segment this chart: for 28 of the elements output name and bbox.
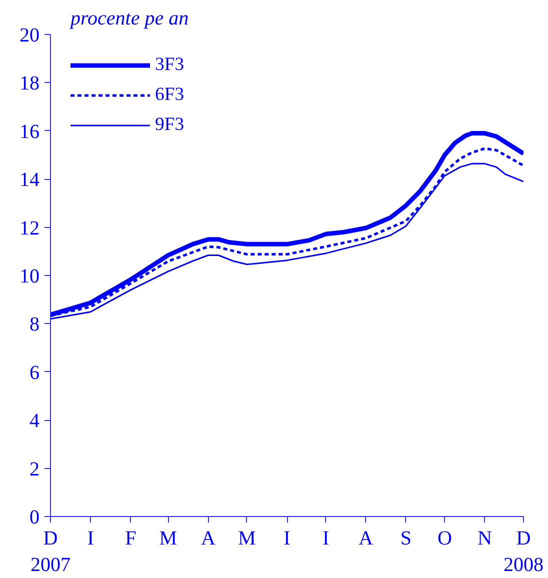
legend-label: 6F3 (155, 84, 184, 106)
y-tick-label: 4 (30, 410, 40, 432)
y-tick-label: 10 (20, 266, 40, 288)
x-tick-label: A (358, 528, 374, 550)
y-tick-label: 14 (20, 169, 40, 192)
x-tick-label: N (478, 528, 492, 550)
x-tick-label: S (400, 528, 412, 550)
y-tick-label: 2 (30, 458, 40, 480)
legend-label: 9F3 (155, 114, 184, 136)
x-tick-label: M (159, 528, 178, 550)
legend-label: 3F3 (155, 54, 184, 76)
x-tick-label: I (87, 528, 94, 550)
y-tick-label: 8 (30, 314, 40, 336)
x-tick-label: I (284, 528, 290, 550)
y-tick-label: 16 (20, 120, 40, 143)
x-tick-label: M (238, 528, 256, 550)
x-tick-label: I (322, 528, 330, 550)
y-tick-label: 18 (20, 72, 40, 95)
x-tick-label: F (125, 528, 136, 550)
x-tick-label: D 2007 (30, 528, 70, 576)
x-tick-label: A (200, 528, 216, 550)
y-tick-label: 20 (20, 24, 40, 46)
x-tick-label: D 2008 (504, 528, 544, 576)
y-tick-label: 12 (20, 217, 40, 240)
x-tick-label: O (437, 528, 452, 550)
y-tick-label: 0 (30, 506, 40, 528)
chart-subtitle: procente pe an (68, 8, 189, 30)
y-tick-label: 6 (30, 362, 40, 384)
